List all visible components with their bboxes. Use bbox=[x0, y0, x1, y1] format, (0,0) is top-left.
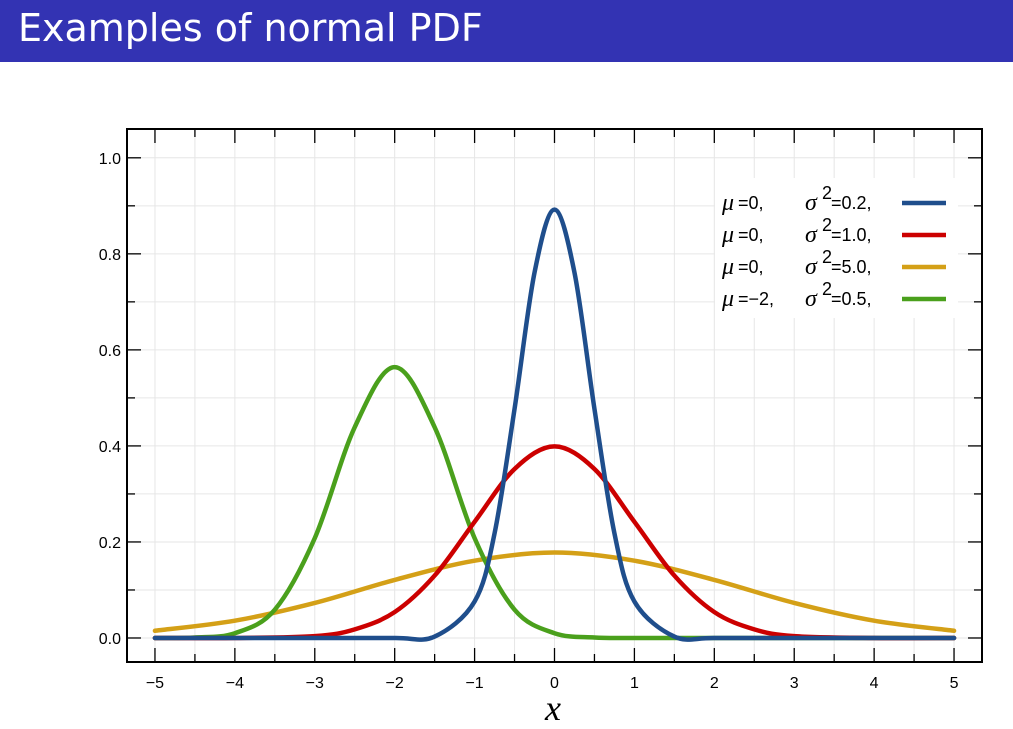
legend-mu-value: =0, bbox=[738, 193, 764, 213]
legend-sigma-symbol: σ bbox=[805, 286, 818, 312]
legend-sigma-sup: 2 bbox=[822, 183, 832, 203]
title-bar: Examples of normal PDF bbox=[0, 0, 1013, 62]
x-tick-label: −3 bbox=[306, 675, 324, 692]
legend-mu-value: =0, bbox=[738, 225, 764, 245]
y-tick-label: 0.0 bbox=[99, 631, 121, 648]
x-tick-label: 2 bbox=[710, 675, 719, 692]
legend-mu-symbol: μ bbox=[721, 254, 734, 280]
series-curve-0 bbox=[152, 207, 957, 642]
x-tick-label: 1 bbox=[630, 675, 639, 692]
series-curve-1 bbox=[152, 444, 957, 641]
legend-sigma-value: =5.0, bbox=[831, 257, 872, 277]
legend-sigma-value: =0.2, bbox=[831, 193, 872, 213]
y-tick-label: 0.4 bbox=[99, 439, 121, 456]
legend-sigma-sup: 2 bbox=[822, 279, 832, 299]
x-axis-label: x bbox=[544, 688, 561, 728]
y-tick-label: 0.6 bbox=[99, 343, 121, 360]
legend-sigma-value: =0.5, bbox=[831, 289, 872, 309]
curves bbox=[152, 207, 957, 642]
y-tick-label: 0.8 bbox=[99, 247, 121, 264]
x-tick-label: −2 bbox=[386, 675, 404, 692]
x-tick-label: −4 bbox=[226, 675, 244, 692]
x-tick-label: 3 bbox=[790, 675, 799, 692]
legend-sigma-sup: 2 bbox=[822, 215, 832, 235]
legend: μ =0, σ 2=0.2,μ =0, σ 2=1.0,μ =0, σ 2=5.0,μ =−2, σ 2… bbox=[715, 178, 958, 318]
x-tick-label: 4 bbox=[870, 675, 879, 692]
x-tick-label: −1 bbox=[465, 675, 483, 692]
x-tick-label: 5 bbox=[950, 675, 959, 692]
legend-mu-symbol: μ bbox=[721, 286, 734, 312]
y-tick-label: 1.0 bbox=[99, 151, 121, 168]
x-tick-label: −5 bbox=[146, 675, 164, 692]
legend-mu-symbol: μ bbox=[721, 190, 734, 216]
legend-sigma-symbol: σ bbox=[805, 222, 818, 248]
y-tick-label: 0.2 bbox=[99, 535, 121, 552]
grid bbox=[128, 130, 981, 661]
legend-mu-value: =−2, bbox=[738, 289, 774, 309]
legend-sigma-sup: 2 bbox=[822, 247, 832, 267]
legend-sigma-symbol: σ bbox=[805, 254, 818, 280]
ticks: −5 −4 −3 −2 −1 0 1 2 3 4 5 0.0 0.2 0.4 0.6 0.8 1.0 bbox=[99, 129, 982, 692]
legend-sigma-symbol: σ bbox=[805, 190, 818, 216]
x-tick-label: 0 bbox=[550, 675, 559, 692]
series-curve-2 bbox=[152, 550, 957, 634]
legend-mu-symbol: μ bbox=[721, 222, 734, 248]
legend-sigma-value: =1.0, bbox=[831, 225, 872, 245]
slide-title: Examples of normal PDF bbox=[18, 6, 483, 50]
legend-mu-value: =0, bbox=[738, 257, 764, 277]
